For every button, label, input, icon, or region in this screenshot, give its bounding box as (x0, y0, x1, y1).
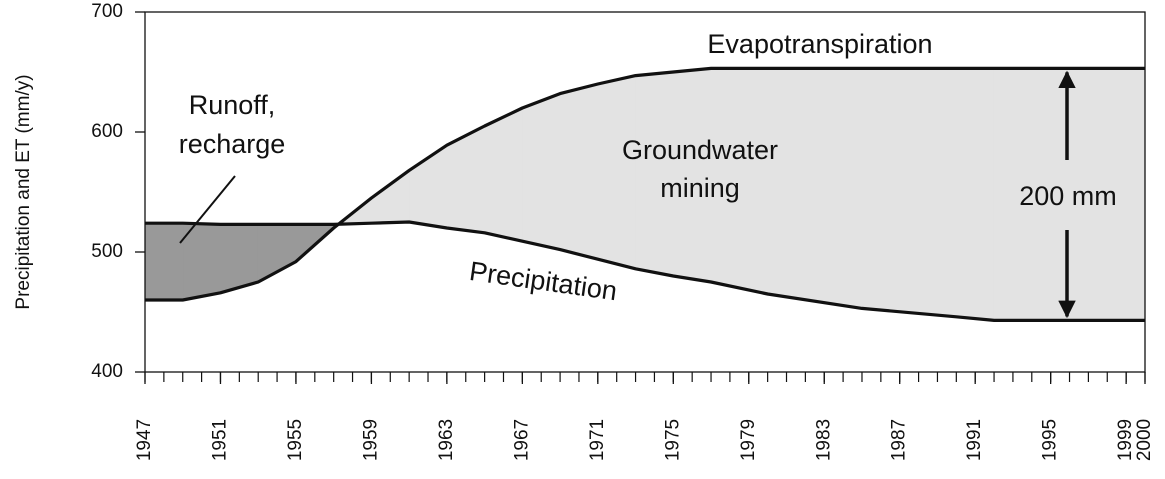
x-tick-label: 1959 (360, 419, 381, 461)
x-tick-label: 1979 (738, 419, 759, 461)
x-tick-label: 1983 (813, 419, 834, 461)
series-label: Precipitation (468, 256, 619, 306)
area-fill (521, 93, 561, 251)
y-axis-label: Precipitation and ET (mm/y) (13, 74, 34, 309)
series-line (145, 220, 1145, 322)
x-tick-label: 1995 (1040, 419, 1061, 461)
y-tick-label: 700 (91, 1, 123, 22)
plot-frame (144, 11, 1146, 373)
series-label: Evapotranspiration (707, 29, 932, 59)
y-tick-label: 600 (91, 121, 123, 142)
x-tick-label: 1955 (285, 419, 306, 461)
area-fill (861, 68, 957, 318)
area-fill (767, 68, 863, 309)
x-tick-label: 1987 (889, 419, 910, 461)
pointer-line (179, 175, 236, 244)
annotation: recharge (179, 129, 286, 159)
series-line (145, 66, 1145, 302)
x-tick-label: 1963 (436, 419, 457, 461)
annotation: Runoff, (189, 90, 276, 120)
x-tick-label: 1951 (209, 419, 230, 461)
area-fill (955, 68, 995, 321)
area-fill (144, 222, 184, 301)
x-tick-label: 1999 (1115, 419, 1136, 461)
x-tick-label: 1975 (662, 419, 683, 461)
annotation: mining (660, 173, 740, 203)
area-fill (182, 222, 221, 301)
annotation: 200 mm (1019, 181, 1117, 211)
x-tick-label: 1991 (964, 419, 985, 461)
x-tick-label: 1967 (511, 419, 532, 461)
area-fill (484, 107, 523, 242)
area-fill (371, 169, 410, 224)
area-fill (597, 75, 636, 270)
area-fill (559, 83, 599, 260)
y-tick-label: 400 (91, 361, 123, 382)
x-tick-label: 1971 (587, 419, 608, 461)
y-tick-label: 500 (91, 241, 123, 262)
annotation: Groundwater (622, 135, 778, 165)
x-tick-label: 1947 (134, 419, 155, 461)
x-tick-label: 2000 (1134, 419, 1155, 461)
